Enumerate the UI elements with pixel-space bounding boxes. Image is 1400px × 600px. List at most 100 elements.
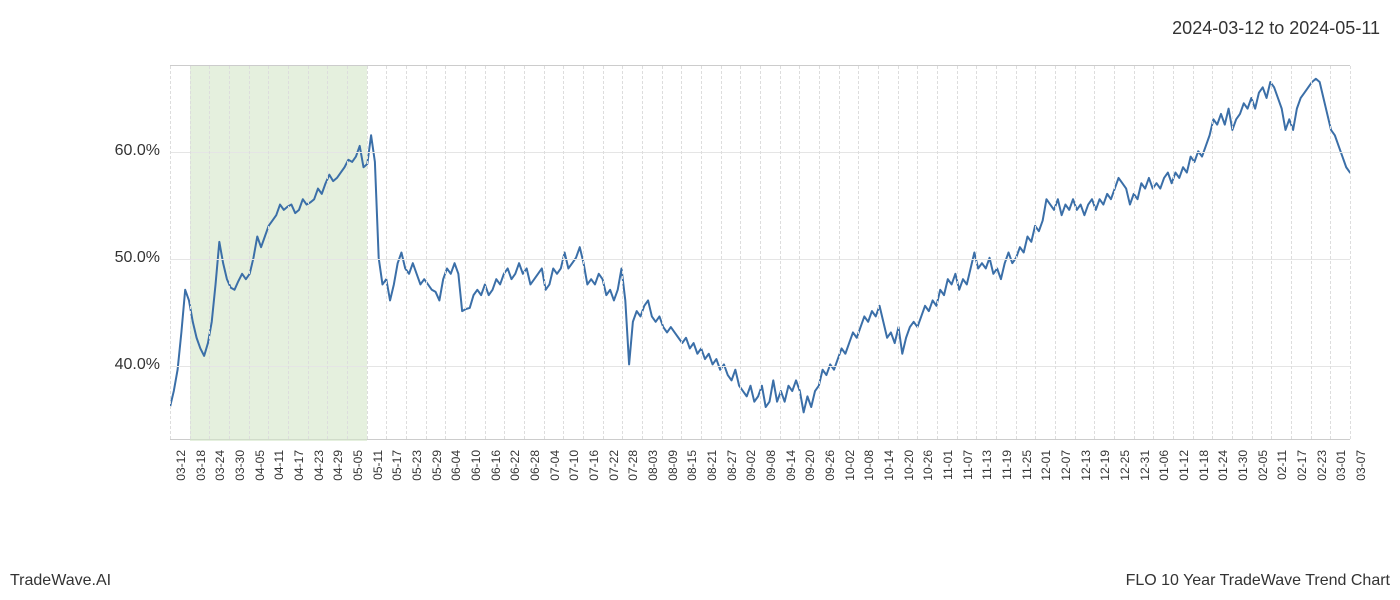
- x-tick-label: 11-19: [1000, 450, 1014, 480]
- x-gridline: [406, 66, 407, 439]
- x-tick-label: 01-30: [1236, 450, 1250, 481]
- y-tick-label: 60.0%: [115, 142, 160, 160]
- x-tick-label: 06-04: [449, 450, 463, 481]
- x-tick-label: 01-06: [1157, 450, 1171, 481]
- x-tick-label: 07-10: [567, 450, 581, 481]
- x-tick-label: 07-22: [607, 450, 621, 481]
- x-tick-label: 02-17: [1295, 450, 1309, 481]
- x-tick-label: 05-05: [351, 450, 365, 481]
- x-gridline: [642, 66, 643, 439]
- x-tick-label: 12-13: [1079, 450, 1093, 481]
- x-gridline: [1193, 66, 1194, 439]
- x-tick-label: 03-24: [213, 450, 227, 481]
- x-gridline: [347, 66, 348, 439]
- x-gridline: [1016, 66, 1017, 439]
- x-gridline: [288, 66, 289, 439]
- x-tick-label: 09-26: [823, 450, 837, 481]
- x-tick-label: 12-07: [1059, 450, 1073, 481]
- x-gridline: [426, 66, 427, 439]
- x-tick-label: 06-16: [489, 450, 503, 481]
- x-gridline: [268, 66, 269, 439]
- x-gridline: [898, 66, 899, 439]
- x-gridline: [583, 66, 584, 439]
- x-gridline: [701, 66, 702, 439]
- y-tick-label: 50.0%: [115, 249, 160, 267]
- footer-brand: TradeWave.AI: [10, 572, 111, 590]
- x-tick-label: 11-25: [1020, 450, 1034, 480]
- x-tick-label: 10-02: [843, 450, 857, 481]
- x-gridline: [1291, 66, 1292, 439]
- x-tick-label: 08-21: [705, 450, 719, 481]
- x-gridline: [1075, 66, 1076, 439]
- x-gridline: [1311, 66, 1312, 439]
- x-gridline: [760, 66, 761, 439]
- x-gridline: [858, 66, 859, 439]
- x-tick-label: 09-02: [744, 450, 758, 481]
- x-tick-label: 06-10: [469, 450, 483, 481]
- x-gridline: [740, 66, 741, 439]
- x-gridline: [662, 66, 663, 439]
- x-gridline: [1252, 66, 1253, 439]
- x-tick-label: 03-18: [194, 450, 208, 481]
- x-tick-label: 10-08: [862, 450, 876, 481]
- x-gridline: [524, 66, 525, 439]
- x-gridline: [445, 66, 446, 439]
- x-gridline: [799, 66, 800, 439]
- x-tick-label: 12-19: [1098, 450, 1112, 481]
- x-tick-label: 11-13: [980, 450, 994, 480]
- x-gridline: [957, 66, 958, 439]
- x-gridline: [996, 66, 997, 439]
- x-tick-label: 12-25: [1118, 450, 1132, 481]
- x-tick-label: 10-26: [921, 450, 935, 481]
- x-gridline: [1114, 66, 1115, 439]
- x-tick-label: 06-28: [528, 450, 542, 481]
- x-tick-label: 10-20: [902, 450, 916, 481]
- x-tick-label: 05-23: [410, 450, 424, 481]
- x-gridline: [327, 66, 328, 439]
- x-gridline: [170, 66, 171, 439]
- x-gridline: [681, 66, 682, 439]
- x-gridline: [1035, 66, 1036, 439]
- x-gridline: [603, 66, 604, 439]
- y-tick-label: 40.0%: [115, 356, 160, 374]
- x-gridline: [1153, 66, 1154, 439]
- x-tick-label: 03-30: [233, 450, 247, 481]
- x-gridline: [839, 66, 840, 439]
- x-tick-label: 05-17: [390, 450, 404, 481]
- x-tick-label: 04-29: [331, 450, 345, 481]
- x-tick-label: 09-08: [764, 450, 778, 481]
- x-tick-label: 08-15: [685, 450, 699, 481]
- x-gridline: [229, 66, 230, 439]
- x-tick-label: 12-01: [1039, 450, 1053, 481]
- x-gridline: [1232, 66, 1233, 439]
- x-tick-label: 02-23: [1315, 450, 1329, 481]
- x-tick-label: 08-03: [646, 450, 660, 481]
- date-range-label: 2024-03-12 to 2024-05-11: [1172, 18, 1380, 39]
- x-tick-label: 09-20: [803, 450, 817, 481]
- x-tick-label: 07-28: [626, 450, 640, 481]
- x-tick-label: 05-29: [430, 450, 444, 481]
- x-gridline: [367, 66, 368, 439]
- x-gridline: [937, 66, 938, 439]
- footer-title: FLO 10 Year TradeWave Trend Chart: [1126, 572, 1390, 590]
- x-gridline: [563, 66, 564, 439]
- x-gridline: [1350, 66, 1351, 439]
- x-tick-label: 03-01: [1334, 450, 1348, 481]
- x-gridline: [917, 66, 918, 439]
- x-gridline: [504, 66, 505, 439]
- x-gridline: [465, 66, 466, 439]
- x-gridline: [1212, 66, 1213, 439]
- x-tick-label: 06-22: [508, 450, 522, 481]
- x-gridline: [721, 66, 722, 439]
- x-tick-label: 04-11: [272, 450, 286, 480]
- x-gridline: [190, 66, 191, 439]
- x-gridline: [780, 66, 781, 439]
- x-tick-label: 08-27: [725, 450, 739, 481]
- x-gridline: [1173, 66, 1174, 439]
- x-tick-label: 02-05: [1256, 450, 1270, 481]
- x-gridline: [1330, 66, 1331, 439]
- x-tick-label: 01-12: [1177, 450, 1191, 481]
- x-tick-label: 05-11: [371, 450, 385, 480]
- x-tick-label: 11-07: [961, 450, 975, 480]
- x-tick-label: 10-14: [882, 450, 896, 481]
